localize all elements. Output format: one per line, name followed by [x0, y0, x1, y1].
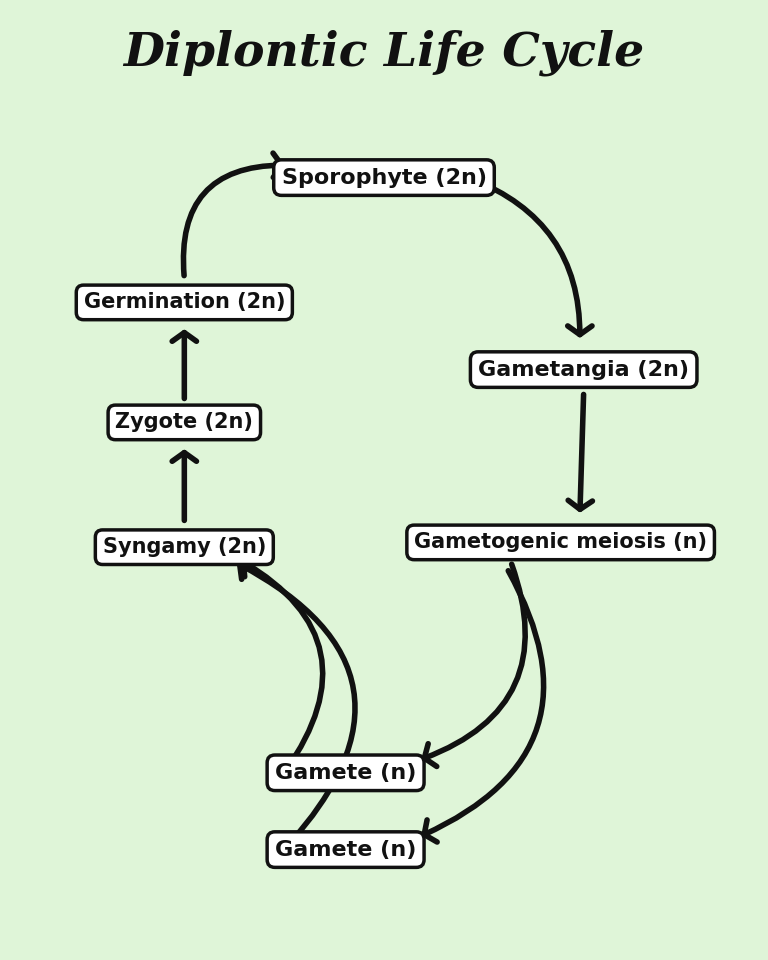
Text: Gametangia (2n): Gametangia (2n)	[478, 360, 689, 379]
Text: Gamete (n): Gamete (n)	[275, 763, 416, 782]
Text: Gametogenic meiosis (n): Gametogenic meiosis (n)	[414, 533, 707, 552]
Text: Zygote (2n): Zygote (2n)	[115, 413, 253, 432]
Text: Syngamy (2n): Syngamy (2n)	[103, 538, 266, 557]
Text: Sporophyte (2n): Sporophyte (2n)	[282, 168, 486, 187]
Text: Gamete (n): Gamete (n)	[275, 840, 416, 859]
Text: Diplontic Life Cycle: Diplontic Life Cycle	[124, 30, 644, 76]
Text: Germination (2n): Germination (2n)	[84, 293, 285, 312]
